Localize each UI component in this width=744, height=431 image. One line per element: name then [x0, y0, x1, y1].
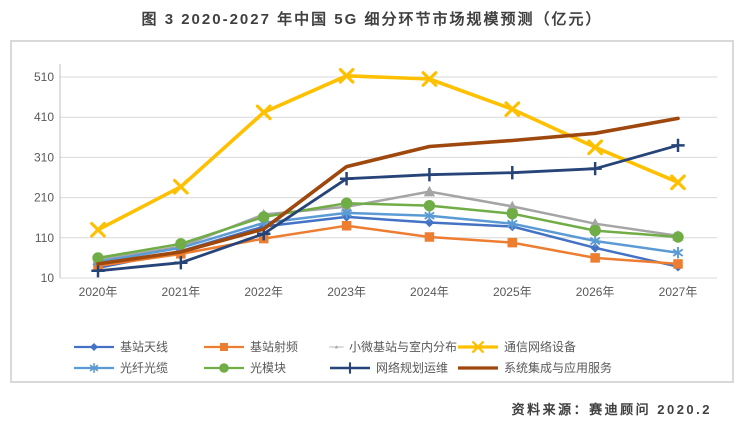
- legend-item: 通信网络设备: [457, 338, 612, 355]
- legend-item: 小微基站与室内分布: [329, 338, 457, 355]
- svg-text:310: 310: [34, 150, 54, 164]
- svg-text:410: 410: [34, 110, 54, 124]
- legend-swatch-plus-icon: [330, 361, 370, 374]
- svg-text:110: 110: [35, 231, 54, 245]
- chart-legend: 基站天线 基站射频 小微基站与室内分布 通信网络设备 光纤光缆 光模块 网络规划…: [73, 338, 612, 376]
- chart-container: 10 110 210 310 410 510 2020年 2021年 2022年 2023年 202…: [10, 40, 734, 383]
- legend-label: 基站射频: [250, 340, 299, 354]
- svg-text:10: 10: [41, 271, 55, 285]
- svg-text:2022年: 2022年: [244, 285, 283, 299]
- svg-text:2023年: 2023年: [327, 285, 366, 299]
- legend-label: 光模块: [250, 361, 287, 375]
- legend-swatch-diamond-icon: [74, 342, 114, 351]
- svg-text:2024年: 2024年: [410, 285, 449, 299]
- line-chart: 10 110 210 310 410 510 2020年 2021年 2022年 2023年 202…: [34, 64, 717, 299]
- legend-item: 基站射频: [203, 338, 329, 355]
- svg-text:2021年: 2021年: [162, 285, 201, 299]
- legend-swatch-circle-icon: [204, 362, 244, 373]
- legend-label: 基站天线: [120, 340, 169, 354]
- svg-text:2026年: 2026年: [576, 285, 615, 299]
- legend-item: 光模块: [203, 359, 329, 376]
- svg-text:510: 510: [34, 70, 54, 84]
- legend-item: 光纤光缆: [73, 359, 203, 376]
- svg-text:2027年: 2027年: [659, 285, 698, 299]
- legend-swatch-none-icon: [458, 365, 498, 370]
- svg-text:2025年: 2025年: [493, 285, 532, 299]
- legend-swatch-asterisk-icon: [74, 362, 114, 373]
- legend-label: 通信网络设备: [504, 340, 577, 354]
- chart-title: 图 3 2020-2027 年中国 5G 细分环节市场规模预测（亿元）: [141, 11, 603, 28]
- legend-swatch-x-icon: [458, 340, 498, 353]
- legend-label: 光纤光缆: [120, 361, 169, 375]
- legend-label: 小微基站与室内分布: [348, 340, 457, 354]
- legend-swatch-triangle-icon: [329, 344, 344, 348]
- legend-swatch-square-icon: [204, 342, 244, 351]
- legend-item: 基站天线: [73, 338, 203, 355]
- legend-item: 网络规划运维: [329, 359, 457, 376]
- legend-label: 网络规划运维: [376, 361, 449, 375]
- svg-text:210: 210: [34, 191, 54, 205]
- legend-label: 系统集成与应用服务: [504, 361, 613, 375]
- legend-item: 系统集成与应用服务: [457, 359, 612, 376]
- svg-text:2020年: 2020年: [79, 285, 118, 299]
- source-note: 资料来源：赛迪顾问 2020.2: [511, 402, 712, 417]
